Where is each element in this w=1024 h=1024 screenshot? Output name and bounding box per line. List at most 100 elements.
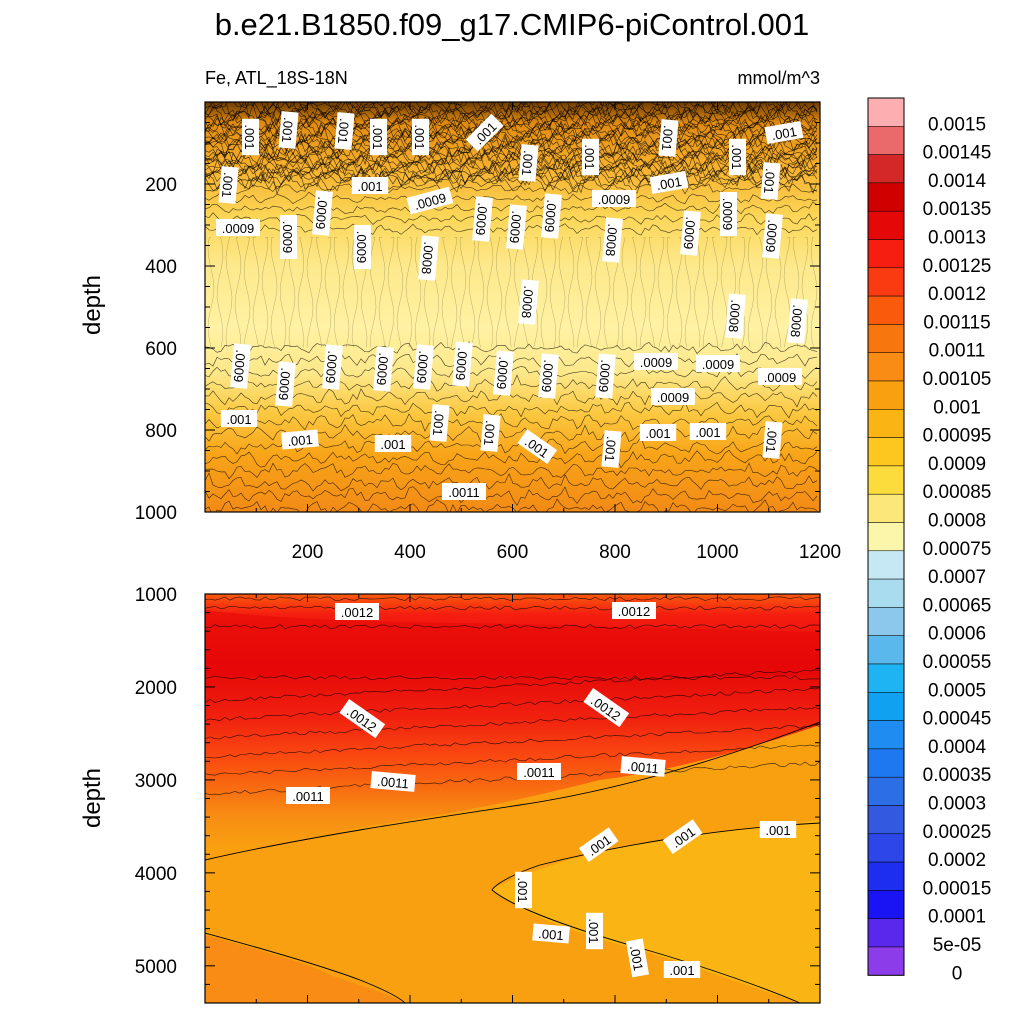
contour-label-box	[216, 219, 260, 236]
contour-label-box	[374, 435, 412, 452]
contour-label-box	[639, 424, 677, 441]
contour-label-text: .0009	[231, 349, 249, 383]
contour-label-box	[787, 298, 808, 344]
contour-label-box	[230, 343, 251, 389]
contour-label: .0011	[620, 756, 666, 777]
contour-line	[486, 237, 494, 348]
contour-label-text: .001	[412, 124, 427, 149]
upper-x-axis: 200 400 600 800 1000 1200	[255, 102, 841, 563]
colorbar-label: 0.00115	[923, 312, 990, 333]
colorbar-label: 0	[952, 963, 963, 984]
contour-label: .0008	[725, 293, 746, 339]
colorbar-box	[867, 578, 905, 608]
lower-region-red	[205, 610, 820, 676]
contour-line	[205, 413, 818, 432]
colorbar-box	[867, 465, 905, 495]
contour-label: .0009	[275, 361, 296, 407]
contour-line	[333, 237, 341, 348]
contour-label: .0009	[354, 225, 371, 269]
contour-label-text: .001	[481, 420, 498, 447]
contour-line	[639, 237, 647, 348]
contour-label-box	[452, 341, 473, 387]
colorbar-label: 0.00145	[923, 143, 992, 164]
contour-label-text: .0011	[292, 789, 324, 804]
contour-label-text: .0009	[764, 370, 797, 385]
contour-line	[205, 724, 820, 759]
contour-line	[205, 675, 820, 680]
contour-label-text: .001	[219, 172, 236, 199]
colorbar-label: 0.0007	[928, 567, 986, 588]
contour-label-box	[729, 138, 746, 176]
contour-line	[205, 191, 818, 204]
contour-label: .001	[374, 435, 412, 452]
contour-label-box	[658, 119, 679, 157]
x-tick-label: 400	[394, 542, 426, 563]
contour-label: .001	[515, 871, 532, 909]
colorbar-box	[867, 692, 905, 721]
colorbar-label: 0.00095	[923, 426, 992, 447]
contour-label: .0009	[634, 353, 678, 370]
contour-label-box	[649, 170, 689, 195]
contour-line	[205, 744, 820, 776]
contour-label: .0009	[280, 215, 297, 259]
colorbar-box	[867, 295, 905, 325]
contour-label: .0009	[472, 196, 493, 242]
contour-line	[205, 449, 818, 469]
contour-line	[306, 237, 314, 348]
contour-label-box	[601, 430, 622, 468]
colorbar-box	[867, 635, 905, 665]
contour-label-text: .001	[761, 168, 778, 195]
contour-label-box	[689, 423, 727, 440]
colorbar-box	[867, 607, 905, 636]
contour-label-box	[339, 699, 386, 739]
contour-label-text: .0009	[598, 192, 631, 207]
colorbar-label: 0.0005	[928, 680, 986, 701]
contour-label-box	[532, 923, 570, 944]
contour-line	[205, 102, 818, 128]
colorbar-box	[867, 861, 905, 891]
contour-line	[205, 145, 818, 176]
contour-label-text: .0009	[374, 352, 392, 386]
colorbar-label: 0.0009	[928, 454, 986, 475]
contour-label: .0009	[493, 350, 514, 396]
contour-label: .0009	[506, 204, 527, 250]
contour-label-text: .001	[380, 437, 405, 452]
contour-label-box	[725, 293, 746, 339]
contour-label-text: .0009	[640, 355, 673, 370]
colorbar-box	[867, 720, 905, 750]
contour-label: .001	[429, 404, 450, 442]
contour-line	[297, 237, 305, 348]
contour-line	[657, 237, 665, 348]
contour-line	[540, 237, 548, 348]
y-tick-label: 2000	[135, 678, 177, 699]
contour-line	[205, 706, 820, 740]
upper-y-axis: 200 400 600 800 1000	[135, 122, 820, 524]
contour-label-text: .001	[430, 410, 447, 437]
contour-line	[576, 237, 584, 348]
contour-label-box	[592, 190, 636, 207]
upper-y-label: depth	[79, 275, 106, 335]
contour-label-text: .001	[659, 125, 676, 152]
contour-line	[205, 149, 818, 177]
contour-line	[558, 237, 566, 348]
contour-label: .0008	[602, 217, 623, 263]
lower-region-yellow	[490, 820, 820, 1003]
units-label: mmol/m^3	[738, 68, 820, 88]
contour-label: .0009	[216, 219, 260, 236]
contour-label-text: .0009	[453, 347, 471, 381]
lower-y-label: depth	[79, 768, 106, 828]
contour-label-text: .001	[519, 150, 536, 177]
contour-label-text: .001	[287, 432, 314, 449]
contour-line	[351, 237, 359, 348]
x-tick-label: 200	[292, 542, 324, 563]
contour-label: .001	[658, 119, 679, 157]
contour-line	[405, 237, 413, 348]
colorbar-box	[867, 776, 905, 806]
contour-label: .0012	[335, 603, 379, 620]
contour-label-box	[760, 162, 781, 200]
contour-line	[720, 237, 728, 348]
contour-label: .001	[663, 961, 701, 978]
colorbar-label: 0.0011	[929, 341, 986, 362]
colorbar-box	[867, 210, 905, 240]
